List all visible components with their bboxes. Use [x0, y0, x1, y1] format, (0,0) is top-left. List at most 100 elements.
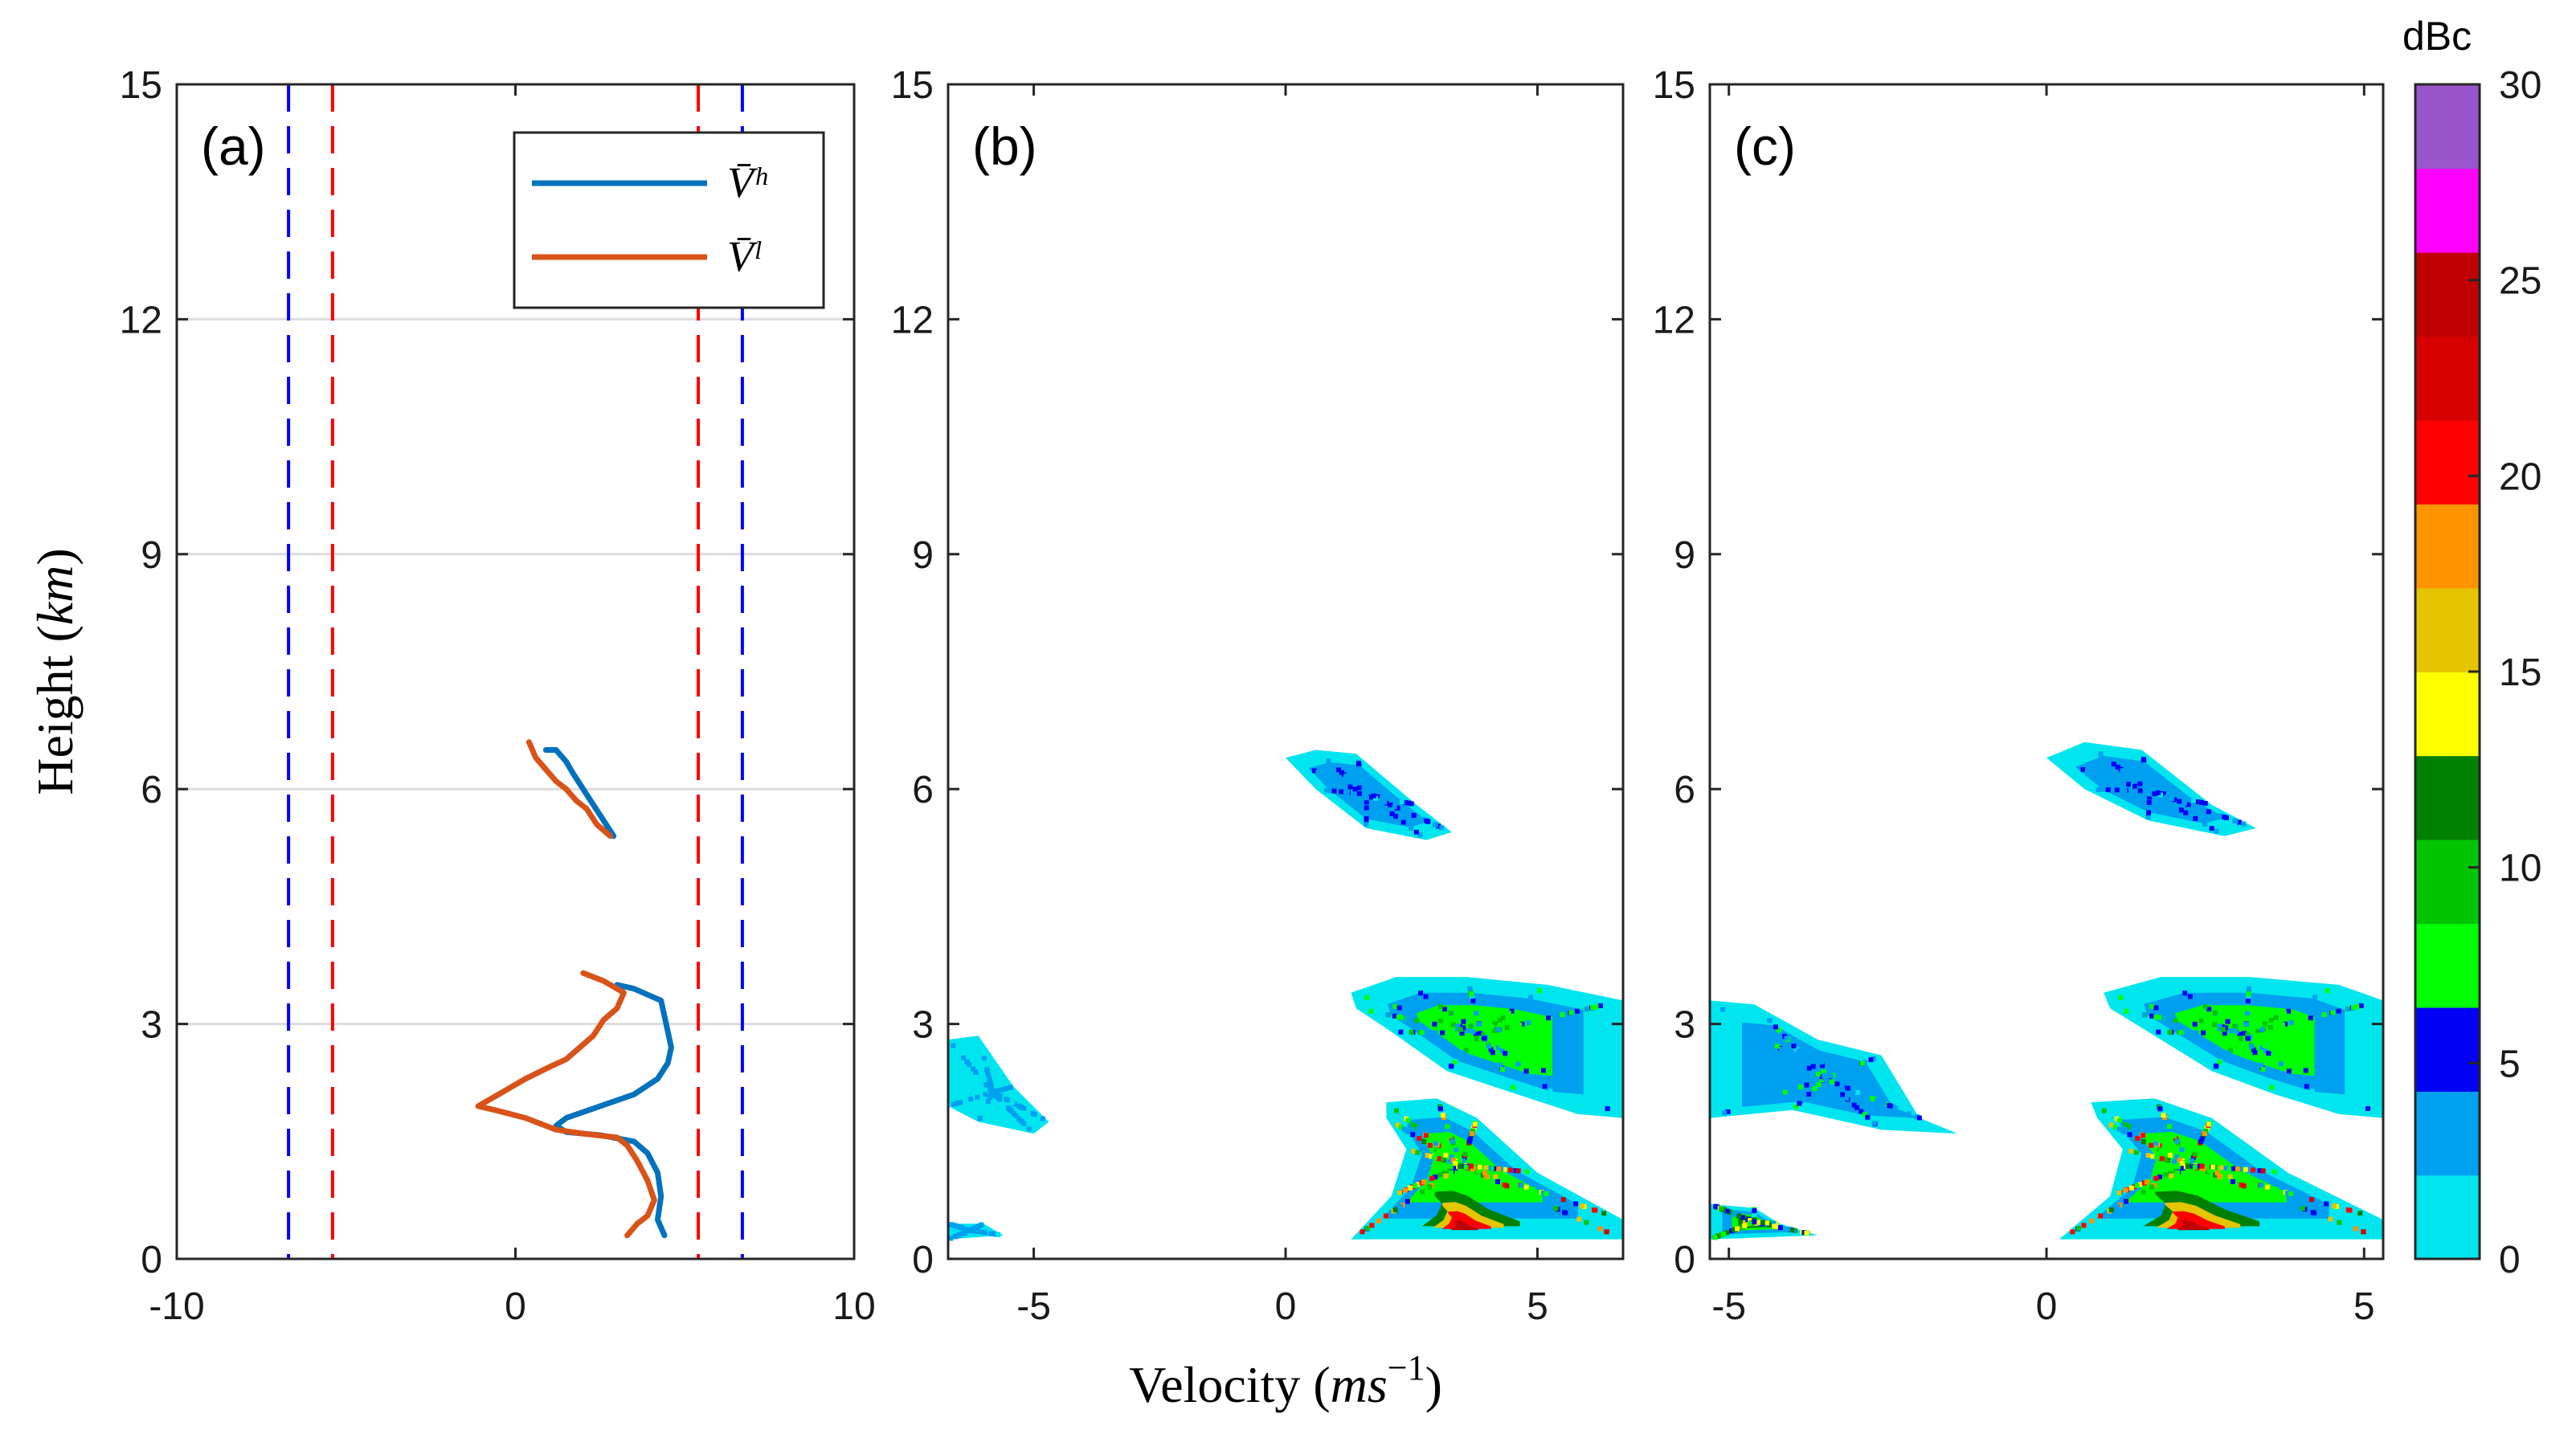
- spectrum-pixel: [1337, 779, 1343, 785]
- spectrum-pixel: [2141, 1189, 2146, 1195]
- spectrum-pixel: [1504, 1025, 1510, 1031]
- spectrum-pixel: [1380, 795, 1385, 800]
- spectrum-pixel: [1483, 1174, 1489, 1179]
- spectrum-pixel: [1445, 1124, 1450, 1130]
- spectrum-pixel: [1440, 1030, 1445, 1036]
- spectrum-pixel: [2169, 1173, 2174, 1179]
- spectrum-pixel: [1376, 1218, 1381, 1224]
- x-tick-label: 0: [2036, 1285, 2058, 1328]
- spectrum-pixel: [2263, 1043, 2268, 1048]
- spectrum-pixel: [1376, 801, 1382, 807]
- spectrum-pixel: [1507, 1011, 1511, 1016]
- spectrum-pixel: [2100, 786, 2106, 792]
- y-tick-label: 15: [1653, 64, 1695, 107]
- spectrum-pixel: [1855, 1089, 1861, 1095]
- y-tick-label: 12: [1653, 299, 1695, 341]
- spectrum-pixel: [2273, 1015, 2279, 1020]
- colorbar-segment: [2415, 504, 2480, 589]
- spectrum-pixel: [1715, 1233, 1721, 1239]
- spectrum-pixel: [1871, 1056, 1876, 1061]
- spectrum-pixel: [1821, 1067, 1826, 1072]
- spectrum-pixel: [1488, 1047, 1494, 1052]
- spectrum-pixel: [2223, 1025, 2229, 1031]
- spectrum-pixel: [2182, 991, 2188, 996]
- spectrum-pixel: [2117, 787, 2122, 793]
- spectrum-pixel: [1388, 802, 1393, 807]
- spectrum-pixel: [1793, 1104, 1799, 1109]
- spectrum-pixel: [2271, 1187, 2277, 1192]
- spectrum-pixel: [1021, 1121, 1027, 1126]
- spectrum-pixel: [1871, 1097, 1877, 1102]
- spectrum-pixel: [2256, 1023, 2262, 1029]
- spectrum-pixel: [2245, 1006, 2251, 1011]
- spectrum-pixel: [1499, 1043, 1504, 1048]
- spectrum-pixel: [2145, 814, 2151, 819]
- spectrum-pixel: [2164, 795, 2169, 799]
- spectrum-pixel: [1364, 795, 1369, 801]
- spectrum-pixel: [2357, 1211, 2363, 1216]
- y-tick-label: 0: [141, 1239, 162, 1281]
- spectrum-pixel: [1714, 1204, 1719, 1210]
- spectrum-pixel: [1862, 1112, 1867, 1117]
- spectrum-pixel: [2131, 1184, 2136, 1190]
- y-tick-label: 9: [1674, 534, 1695, 577]
- spectrum-pixel: [2147, 791, 2153, 797]
- spectrum-pixel: [2267, 1025, 2273, 1031]
- spectrum-pixel: [1496, 1027, 1502, 1032]
- spectrum-pixel: [2192, 1021, 2198, 1027]
- spectrum-pixel: [1324, 787, 1329, 793]
- spectrum-pixel: [977, 1115, 983, 1121]
- y-tick-label: 6: [141, 769, 162, 811]
- spectrum-pixel: [1736, 1213, 1742, 1219]
- spectrum-pixel: [1519, 1183, 1524, 1188]
- spectrum-pixel: [1796, 1048, 1801, 1054]
- spectrum-pixel: [2114, 1116, 2120, 1122]
- x-tick-label: 0: [1275, 1285, 1297, 1328]
- y-tick-label: 12: [891, 299, 934, 341]
- spectrum-pixel: [2300, 1206, 2305, 1211]
- spectrum-pixel: [2209, 826, 2214, 831]
- spectrum-pixel: [1398, 1203, 1403, 1209]
- spectrum-pixel: [1461, 1019, 1466, 1024]
- spectrum-pixel: [2251, 1167, 2256, 1173]
- spectrum-pixel: [2149, 1142, 2154, 1148]
- spectrum-pixel: [1515, 1061, 1521, 1067]
- spectrum-pixel: [1719, 1206, 1724, 1211]
- spectrum-pixel: [1336, 767, 1342, 773]
- spectrum-pixel: [1385, 1012, 1391, 1018]
- spectrum-pixel: [1371, 793, 1376, 799]
- spectrum-pixel: [2163, 1157, 2169, 1162]
- spectrum-pixel: [1415, 1182, 1421, 1187]
- spectrum-pixel: [2190, 1158, 2195, 1164]
- spectrum-pixel: [2309, 1197, 2315, 1203]
- spectrum-pixel: [1019, 1105, 1024, 1110]
- spectrum-pixel: [1449, 1064, 1454, 1069]
- spectrum-pixel: [1712, 1235, 1718, 1240]
- spectrum-pixel: [1784, 1036, 1789, 1041]
- spectrum-pixel: [2156, 1029, 2161, 1035]
- spectrum-pixel: [2157, 1175, 2163, 1179]
- spectrum-pixel: [1429, 1175, 1435, 1181]
- spectrum-pixel: [981, 1056, 987, 1061]
- series-line-vh: [542, 747, 617, 840]
- spectrum-pixel: [1463, 1048, 1469, 1053]
- spectrum-pixel: [1495, 1045, 1501, 1051]
- spectrum-pixel: [1008, 1108, 1014, 1113]
- spectrum-pixel: [2126, 782, 2132, 787]
- spectrum-pixel: [1405, 1199, 1410, 1204]
- spectrum-pixel: [1511, 1085, 1516, 1090]
- spectrum-pixel: [1764, 1220, 1769, 1226]
- spectrum-pixel: [2169, 796, 2175, 802]
- spectrum-pixel: [2234, 1029, 2239, 1035]
- spectrum-pixel: [987, 1077, 992, 1082]
- colorbar: 0 5 10 15 20 25 30 dBc: [2402, 14, 2541, 1281]
- spectrum-pixel: [1798, 1085, 1804, 1090]
- spectrum-pixel: [2235, 1166, 2240, 1171]
- spectrum-pixel: [2190, 1155, 2196, 1161]
- spectrum-pixel: [2146, 805, 2152, 811]
- spectrum-pixel: [1356, 785, 1362, 791]
- spectrum-pixel: [2108, 1122, 2114, 1128]
- spectrum-pixel: [999, 1087, 1004, 1093]
- spectrum-pixel: [1722, 1110, 1728, 1116]
- spectrum-pixel: [2129, 782, 2135, 788]
